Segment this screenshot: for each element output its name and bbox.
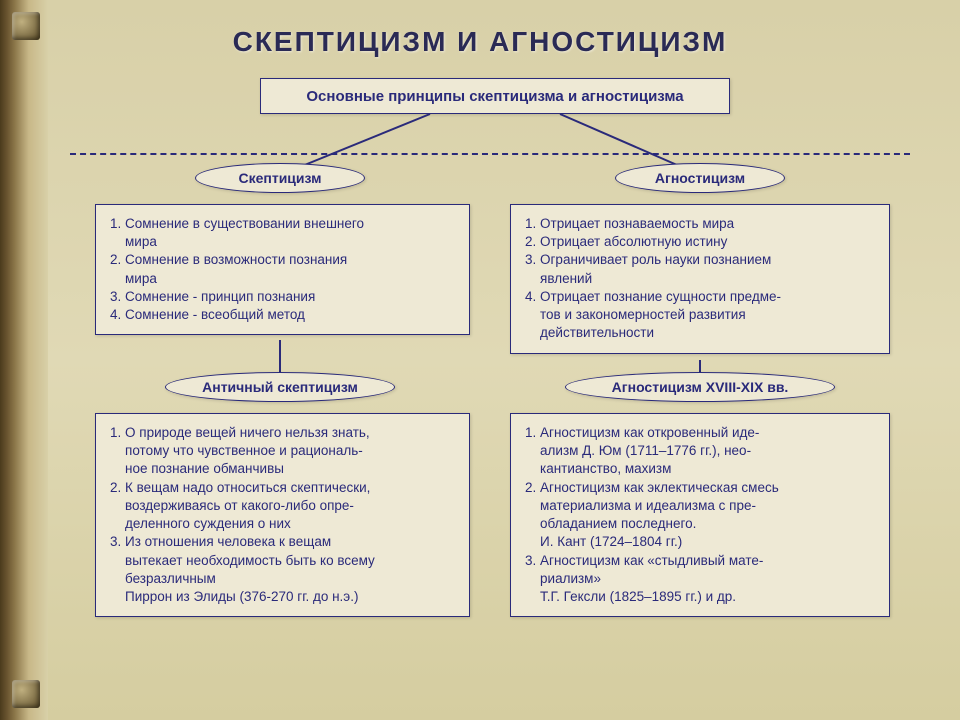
ellipse-agnosticism-label: Агностицизм bbox=[655, 170, 745, 186]
divider-dashed bbox=[70, 153, 910, 155]
ellipse-agnosticism-18-19-label: Агностицизм XVIII-XIX вв. bbox=[612, 379, 789, 395]
ellipse-agnosticism-18-19: Агностицизм XVIII-XIX вв. bbox=[565, 372, 835, 402]
ellipse-agnosticism: Агностицизм bbox=[615, 163, 785, 193]
ellipse-skepticism: Скептицизм bbox=[195, 163, 365, 193]
box-agnosticism-18-19-text: 1. Агностицизм как откровенный иде- ализ… bbox=[525, 424, 875, 606]
box-skepticism-principles: 1. Сомнение в существовании внешнего мир… bbox=[95, 204, 470, 335]
box-agnosticism-18-19: 1. Агностицизм как откровенный иде- ализ… bbox=[510, 413, 890, 617]
principles-root-box: Основные принципы скептицизма и агностиц… bbox=[260, 78, 730, 114]
box-skepticism-text: 1. Сомнение в существовании внешнего мир… bbox=[110, 215, 455, 324]
ellipse-ancient-skepticism: Античный скептицизм bbox=[165, 372, 395, 402]
left-border-strip bbox=[0, 0, 48, 720]
ellipse-skepticism-label: Скептицизм bbox=[238, 170, 321, 186]
principles-root-label: Основные принципы скептицизма и агностиц… bbox=[306, 88, 683, 105]
box-ancient-skepticism-text: 1. О природе вещей ничего нельзя знать, … bbox=[110, 424, 455, 606]
ellipse-ancient-skepticism-label: Античный скептицизм bbox=[202, 379, 358, 395]
box-agnosticism-principles: 1. Отрицает познаваемость мира 2. Отрица… bbox=[510, 204, 890, 354]
box-agnosticism-text: 1. Отрицает познаваемость мира 2. Отрица… bbox=[525, 215, 875, 343]
main-title: СКЕПТИЦИЗМ И АГНОСТИЦИЗМ bbox=[0, 26, 960, 58]
box-ancient-skepticism: 1. О природе вещей ничего нельзя знать, … bbox=[95, 413, 470, 617]
corner-ornament-bottom-left bbox=[12, 680, 40, 708]
